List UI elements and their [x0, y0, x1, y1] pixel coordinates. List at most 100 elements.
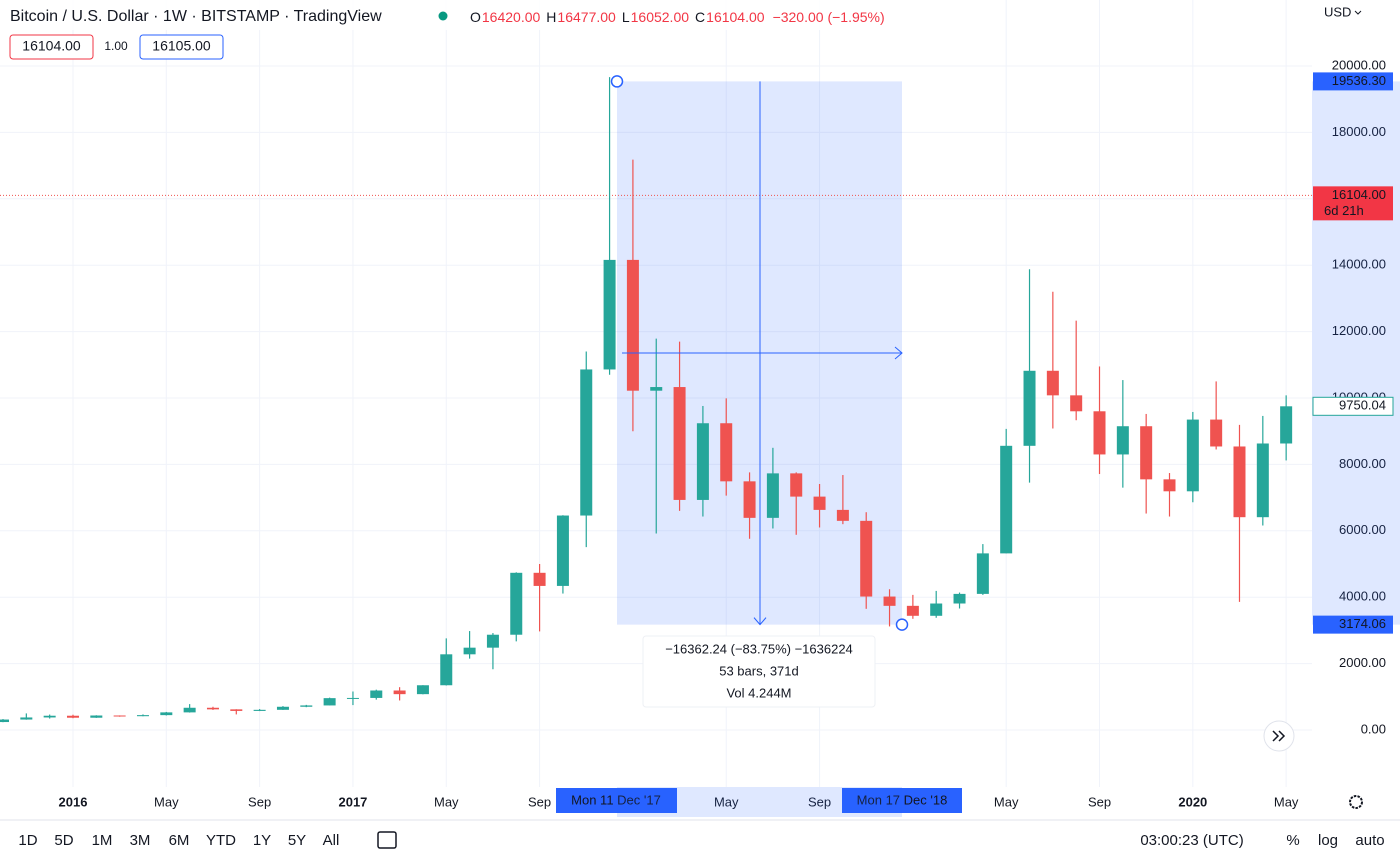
candle-body — [580, 369, 593, 516]
candle-body — [393, 690, 406, 695]
candle-body — [1046, 370, 1059, 396]
date-label-box — [556, 788, 677, 813]
range-button[interactable]: 6M — [169, 832, 190, 849]
range-button[interactable]: 5Y — [288, 832, 306, 849]
candle-body — [440, 654, 453, 686]
candle-body — [43, 715, 56, 718]
scroll-icon — [1272, 730, 1286, 742]
order-button[interactable] — [9, 34, 94, 60]
currency-chevron — [1354, 10, 1362, 15]
range-button[interactable]: 3M — [130, 832, 151, 849]
x-tick-label: 2017 — [338, 794, 367, 809]
x-tick-label: May — [994, 794, 1019, 809]
candle-body — [1256, 443, 1269, 518]
ohlc-value: 16104.00 — [706, 9, 765, 25]
ohlc-key: H — [546, 9, 556, 25]
x-tick-label: May — [434, 794, 459, 809]
range-button[interactable]: 1M — [92, 832, 113, 849]
scale-option[interactable]: auto — [1355, 832, 1384, 849]
date-label: Mon 11 Dec '17 — [571, 792, 661, 807]
candle-body — [720, 423, 733, 482]
range-button[interactable]: 5D — [54, 832, 73, 849]
goto-date-icon[interactable] — [377, 831, 397, 849]
axis-range-highlight — [1312, 81, 1400, 625]
candle-body — [486, 634, 499, 648]
candle-body — [906, 605, 919, 616]
candle-body — [603, 259, 616, 370]
x-tick-label: 2020 — [1178, 794, 1207, 809]
range-button[interactable]: 1D — [18, 832, 37, 849]
candle-body — [510, 572, 523, 635]
candle-body — [1093, 411, 1106, 455]
ohlc-value: 16420.00 — [482, 9, 541, 25]
price-line-label: 16104.00 — [1332, 187, 1386, 202]
y-tick-label: 0.00 — [1361, 721, 1386, 736]
currency[interactable]: USD — [1324, 4, 1351, 19]
measure-handle — [895, 618, 909, 631]
ohlc-key: L — [622, 9, 630, 25]
candle-body — [66, 715, 79, 718]
candle-body — [930, 603, 943, 616]
measure-volume: Vol 4.244M — [726, 685, 791, 700]
candle-body — [1140, 426, 1153, 480]
date-label-box — [842, 788, 962, 813]
candle-body — [1280, 406, 1293, 444]
candle-body — [300, 705, 313, 707]
x-tick-label: 2016 — [59, 794, 88, 809]
measure-arrow — [753, 617, 767, 626]
candle-body — [346, 697, 359, 699]
candle-body — [836, 509, 849, 521]
settings-icon[interactable] — [1349, 795, 1363, 809]
candle-body — [323, 698, 336, 706]
candle-body — [976, 553, 989, 594]
y-tick-label: 14000.00 — [1332, 257, 1386, 272]
last-value-label-box — [1312, 396, 1394, 416]
candle-body — [276, 706, 289, 710]
price-countdown: 6d 21h — [1324, 203, 1364, 218]
measure-change: −16362.24 (−83.75%) −1636224 — [665, 641, 853, 656]
scale-option[interactable]: % — [1286, 832, 1299, 849]
candle-body — [1233, 446, 1246, 518]
candle-body — [463, 647, 476, 655]
ohlc-change: −320.00 (−1.95%) — [773, 9, 885, 25]
candle-body — [696, 423, 709, 500]
measure-bottom-label: 3174.06 — [1339, 616, 1386, 631]
measure-handle — [610, 75, 624, 88]
range-button[interactable]: 1Y — [253, 832, 271, 849]
order-button[interactable] — [139, 34, 224, 60]
y-tick-label: 20000.00 — [1332, 57, 1386, 72]
candle-body — [253, 709, 266, 711]
candle-body — [20, 717, 33, 720]
y-tick-label: 8000.00 — [1339, 456, 1386, 471]
lot-size[interactable]: 1.00 — [104, 39, 128, 53]
candle-body — [860, 520, 873, 597]
ohlc-value: 16052.00 — [631, 9, 690, 25]
candle-body — [1000, 445, 1013, 554]
range-button[interactable]: All — [323, 832, 340, 849]
range-button[interactable]: YTD — [206, 832, 236, 849]
candle-body — [90, 715, 103, 718]
x-tick-label: Sep — [248, 794, 271, 809]
last-value-label: 9750.04 — [1339, 398, 1386, 413]
candle-body — [650, 387, 663, 391]
candle-body — [1163, 479, 1176, 492]
measure-arrow — [894, 346, 903, 360]
candle-body — [556, 515, 569, 586]
header-bg — [0, 0, 960, 30]
candle-body — [1116, 426, 1129, 455]
y-tick-label: 2000.00 — [1339, 655, 1386, 670]
x-tick-label: Sep — [808, 794, 831, 809]
candle-body — [0, 719, 9, 723]
candle-body — [1186, 419, 1199, 492]
order-button-label[interactable]: 16105.00 — [152, 38, 211, 54]
candle-body — [626, 259, 639, 391]
scale-option[interactable]: log — [1318, 832, 1338, 849]
candle-body — [533, 572, 546, 586]
order-button-label[interactable]: 16104.00 — [22, 38, 81, 54]
candle-body — [813, 496, 826, 510]
candle-body — [183, 707, 196, 713]
candle-body — [790, 473, 803, 497]
chart-title: Bitcoin / U.S. Dollar · 1W · BITSTAMP · … — [10, 8, 382, 25]
ohlc-key: C — [695, 9, 705, 25]
x-tick-label: Sep — [528, 794, 551, 809]
